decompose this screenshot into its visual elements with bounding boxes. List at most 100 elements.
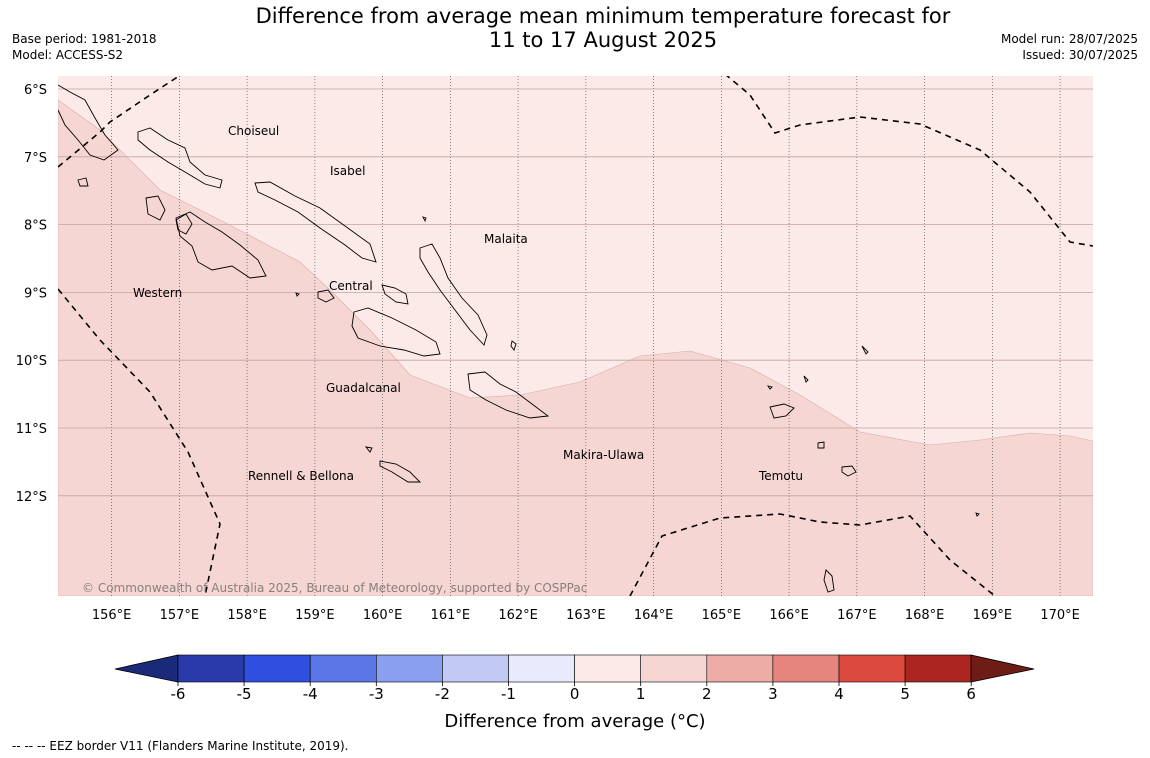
island-vella-lavella (145, 195, 166, 221)
colorbar-tick-label: -4 (303, 685, 318, 703)
island-dot-1 (422, 216, 427, 223)
lat-tick-label: 9°S (24, 286, 47, 301)
colorbar-segment (442, 654, 509, 683)
island-vanikoro (841, 465, 857, 477)
copyright-notice: © Commonwealth of Australia 2025, Bureau… (82, 581, 587, 595)
colorbar-tick-label: -2 (435, 685, 450, 703)
island-russell (317, 289, 335, 303)
colorbar-segment (904, 654, 972, 683)
island-nggela (381, 284, 409, 305)
longitude-labels: 156°E 157°E 158°E 159°E 160°E 161°E 162°E 163°E… (92, 608, 1080, 623)
colorbar-segment (574, 654, 641, 683)
lat-tick-label: 11°S (16, 422, 47, 437)
colorbar-segment (243, 654, 311, 683)
label-central: Central (329, 279, 373, 293)
eez-border-south (629, 513, 996, 596)
island-bellona (364, 446, 373, 453)
island-tikopia (823, 569, 835, 593)
colorbar-under-arrow (114, 654, 179, 683)
colorbar-over-arrow (970, 654, 1035, 683)
issued-date: Issued: 30/07/2025 (1022, 48, 1138, 62)
label-rennell-bellona: Rennell & Bellona (248, 469, 354, 483)
colorbar-segments (177, 654, 972, 683)
lon-tick-label: 157°E (160, 608, 200, 623)
eez-footnote: -- -- -- EEZ border V11 (Flanders Marine… (12, 739, 349, 753)
island-isabel (254, 181, 377, 263)
lon-tick-label: 161°E (431, 608, 471, 623)
colorbar-tick-label: -1 (501, 685, 516, 703)
island-bougainville-tip (58, 84, 119, 161)
island-reef (803, 375, 809, 383)
island-malaita (419, 243, 488, 346)
colorbar-segment (177, 654, 245, 683)
lat-tick-label: 8°S (24, 219, 47, 234)
lat-tick-label: 7°S (24, 151, 47, 166)
island-ontong-small (510, 340, 517, 351)
colorbar-segment (508, 654, 575, 683)
island-kolombangara (175, 213, 193, 235)
colorbar-tick-label: -6 (171, 685, 186, 703)
meta-left: Base period: 1981-2018 Model: ACCESS-S2 (12, 31, 157, 63)
eez-border-northeast (726, 76, 1093, 247)
colorbar-tick-label: 5 (900, 685, 910, 703)
label-malaita: Malaita (484, 232, 528, 246)
lon-tick-label: 160°E (363, 608, 403, 623)
lat-tick-label: 6°S (24, 83, 47, 98)
colorbar-tick-label: -5 (237, 685, 252, 703)
colorbar-ticks: -6 -5 -4 -3 -2 -1 0 1 2 3 4 5 6 (171, 682, 976, 703)
colorbar-tick-label: 0 (570, 685, 580, 703)
map-area: Choiseul Isabel Malaita Central Western … (58, 76, 1093, 596)
island-makira (467, 371, 550, 419)
lon-tick-label: 169°E (973, 608, 1013, 623)
title-line-1: Difference from average mean minimum tem… (255, 4, 951, 28)
lon-tick-label: 163°E (566, 608, 606, 623)
label-choiseul: Choiseul (228, 124, 279, 138)
label-temotu: Temotu (758, 469, 803, 483)
colorbar-tick-label: 3 (768, 685, 778, 703)
lon-tick-label: 162°E (498, 608, 538, 623)
island-new-georgia (175, 211, 267, 279)
lat-tick-label: 12°S (16, 490, 47, 505)
colorbar-tick-label: -3 (369, 685, 384, 703)
colorbar-segment (772, 654, 840, 683)
title-line-2: 11 to 17 August 2025 (488, 28, 718, 52)
eez-border-northwest (58, 76, 181, 168)
lon-tick-label: 158°E (227, 608, 267, 623)
lon-tick-label: 164°E (634, 608, 674, 623)
model-run: Model run: 28/07/2025 (1000, 32, 1138, 46)
island-dot-4 (766, 385, 773, 390)
eez-borders (58, 76, 1093, 596)
island-guadalcanal (351, 307, 441, 357)
island-santa-cruz (769, 403, 795, 419)
island-choiseul (137, 127, 223, 189)
base-period: Base period: 1981-2018 (12, 32, 157, 46)
lon-tick-label: 156°E (92, 608, 132, 623)
label-isabel: Isabel (330, 164, 365, 178)
lon-tick-label: 165°E (702, 608, 742, 623)
coastlines (58, 84, 980, 593)
colorbar-segment (375, 654, 443, 683)
chart-title: Difference from average mean minimum tem… (0, 4, 1150, 52)
island-shortland (77, 177, 89, 187)
colorbar: -6 -5 -4 -3 -2 -1 0 1 2 3 4 5 6 Difference from aver… (114, 654, 1035, 732)
lon-tick-label: 170°E (1040, 608, 1080, 623)
lon-tick-label: 167°E (837, 608, 877, 623)
island-rennell (379, 460, 422, 483)
label-western: Western (133, 286, 182, 300)
island-utupua (817, 441, 825, 449)
eez-border-southwest (58, 288, 221, 596)
lat-tick-label: 10°S (16, 354, 47, 369)
lon-tick-label: 166°E (769, 608, 809, 623)
colorbar-tick-label: 1 (636, 685, 646, 703)
label-guadalcanal: Guadalcanal (326, 381, 401, 395)
province-labels: Choiseul Isabel Malaita Central Western … (133, 124, 803, 483)
colorbar-tick-label: 2 (702, 685, 712, 703)
colorbar-tick-label: 4 (834, 685, 844, 703)
colorbar-segment (309, 654, 377, 683)
graticule (58, 76, 1093, 596)
island-dot-5 (295, 292, 300, 297)
anomaly-region-1-to-2 (58, 99, 1093, 596)
colorbar-segment (640, 654, 708, 683)
lon-tick-label: 168°E (905, 608, 945, 623)
